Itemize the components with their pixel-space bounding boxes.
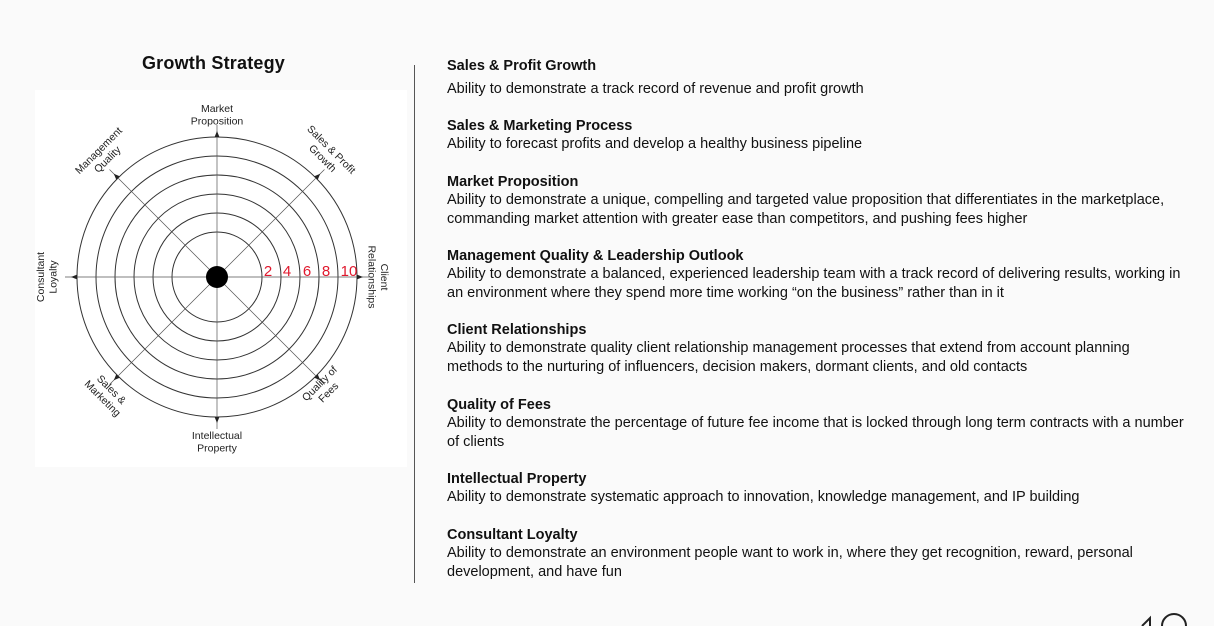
wheel-arrow-8 <box>113 173 120 180</box>
spoke-label: Sales &Marketing <box>82 369 132 419</box>
spoke-label: Intellectual Property <box>192 430 242 455</box>
criteria-heading: Sales & Profit Growth <box>447 58 597 74</box>
wheel-arrow-4 <box>314 374 321 381</box>
criteria-heading: Sales & Marketing Process <box>447 118 633 134</box>
criteria-item-quality-of-fees: Quality of Fees Ability to demonstrate t… <box>447 396 1187 452</box>
spoke-label: ManagementQuality <box>73 125 134 186</box>
wheel-arrow-7 <box>71 274 77 280</box>
growth-wheel-diagram: 2 4 6 8 10 Market Proposition Sales & ProfitGro… <box>35 90 407 467</box>
wheel-arrow-6 <box>113 374 120 381</box>
spoke-label-line: Client <box>378 264 390 291</box>
wheel-arrow-5 <box>214 417 220 423</box>
spoke-label-line: Proposition <box>191 116 244 128</box>
scale-number: 10 <box>341 263 358 280</box>
criteria-heading: Management Quality & Leadership Outlook <box>447 248 744 264</box>
scale-number: 6 <box>303 263 311 280</box>
criteria-description: Ability to demonstrate quality client re… <box>447 340 1130 375</box>
spoke-label-line: Consultant <box>35 252 47 302</box>
spoke-label: ClientRelationships <box>366 245 391 308</box>
wheel-spoke-2 <box>216 169 325 278</box>
criteria-description: Ability to demonstrate a balanced, exper… <box>447 266 1181 301</box>
criteria-item-consultant-loyalty: Consultant Loyalty Ability to demonstrat… <box>447 526 1187 582</box>
spoke-label: ConsultantLoyalty <box>35 252 60 302</box>
wheel-svg: 2 4 6 8 10 Market Proposition Sales & ProfitGro… <box>35 103 391 455</box>
criteria-item-market-proposition: Market Proposition Ability to demonstrat… <box>447 173 1187 229</box>
criteria-item-client-relationships: Client Relationships Ability to demonstr… <box>447 321 1187 377</box>
wheel-arrow-3 <box>357 274 363 280</box>
criteria-heading: Intellectual Property <box>447 471 587 487</box>
spoke-label-line: Loyalty <box>48 260 60 294</box>
spoke-label-line: Intellectual <box>192 430 242 442</box>
spoke-label: Quality ofFees <box>300 364 349 413</box>
scale-number: 8 <box>322 263 330 280</box>
scale-number: 2 <box>264 263 272 280</box>
criteria-description: Ability to demonstrate systematic approa… <box>447 489 1080 505</box>
wheel-center-dot <box>206 266 228 288</box>
wheel-arrow-2 <box>314 173 321 180</box>
criteria-item-intellectual-property: Intellectual Property Ability to demonst… <box>447 470 1187 507</box>
page-number-fragment <box>1141 613 1187 626</box>
column-divider <box>414 65 415 583</box>
criteria-heading: Client Relationships <box>447 322 587 338</box>
spoke-label-line: Market <box>201 103 233 115</box>
spoke-label: Sales & ProfitGrowth <box>296 123 358 185</box>
wheel-spoke-4 <box>216 276 325 385</box>
criteria-description: Ability to demonstrate a unique, compell… <box>447 192 1165 227</box>
criteria-description: Ability to demonstrate the percentage of… <box>447 415 1184 450</box>
scale-number: 4 <box>283 263 291 280</box>
criteria-item-management-quality: Management Quality & Leadership Outlook … <box>447 247 1187 303</box>
criteria-item-sales-marketing-process: Sales & Marketing Process Ability to for… <box>447 117 1187 154</box>
wheel-spoke-6 <box>109 276 218 385</box>
criteria-description: Ability to demonstrate an environment pe… <box>447 545 1133 580</box>
spoke-label-line: Property <box>197 443 237 455</box>
criteria-description: Ability to demonstrate a track record of… <box>447 81 864 97</box>
criteria-heading: Consultant Loyalty <box>447 527 578 543</box>
wheel-arrow-1 <box>214 131 220 137</box>
spoke-label-line: Relationships <box>366 245 378 308</box>
diagram-title: Growth Strategy <box>141 53 286 73</box>
criteria-heading: Market Proposition <box>447 174 579 190</box>
wheel-spoke-8 <box>109 169 218 278</box>
criteria-description: Ability to forecast profits and develop … <box>447 136 863 152</box>
criteria-heading: Quality of Fees <box>447 397 551 413</box>
criteria-item-sales-profit-growth: Sales & Profit Growth Ability to demonst… <box>447 57 1187 99</box>
spoke-label: Market Proposition <box>191 103 244 128</box>
